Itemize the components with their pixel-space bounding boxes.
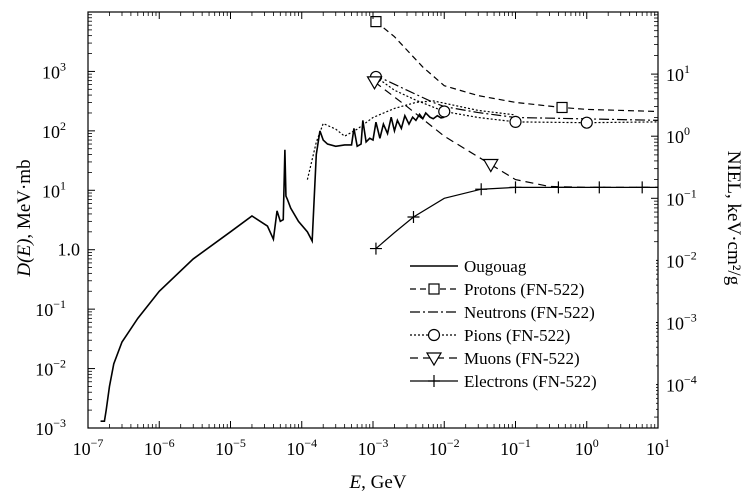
y-tick-label: 10−3 <box>35 416 66 439</box>
series-marker-5 <box>509 181 522 194</box>
legend-marker <box>427 328 441 342</box>
series-line-5 <box>375 186 658 250</box>
x-tick-label: 10−7 <box>73 436 104 459</box>
y-tick-label: 101 <box>42 178 66 201</box>
legend-label: Ougouag <box>464 257 527 276</box>
series-marker-3 <box>438 105 451 118</box>
series-marker-5 <box>475 183 488 196</box>
legend-label: Electrons (FN-522) <box>464 372 597 391</box>
x-tick-label: 10−3 <box>358 436 389 459</box>
y-tick-label: 10−1 <box>35 297 66 320</box>
legend-marker <box>428 283 440 295</box>
x-tick-label: 10−2 <box>429 436 460 459</box>
y2-tick-label: 10−2 <box>666 248 697 271</box>
y-axis-title: D(E), MeV·mb <box>14 159 35 277</box>
legend-marker <box>425 352 443 367</box>
series-line-1 <box>375 21 659 113</box>
x-axis-ticks: 10−7 10−6 10−5 10−4 10−3 10−2 10−1 100 101 <box>73 12 670 459</box>
y-tick-label: 103 <box>42 59 66 82</box>
series-line-0 <box>100 111 445 423</box>
y-axis-ticks: 10−3 10−2 10−1 1.0 101 102 103 <box>35 14 95 439</box>
series-line-2 <box>372 73 659 121</box>
legend: Ougouag Protons (FN-522) Neutrons (FN-522)… <box>404 252 656 412</box>
x-tick-label: 10−4 <box>286 436 317 459</box>
series-marker-5 <box>636 181 649 194</box>
y-tick-label: 102 <box>42 119 66 142</box>
x-tick-label: 10−6 <box>144 436 175 459</box>
series-marker-1 <box>556 101 568 114</box>
legend-label: Protons (FN-522) <box>464 280 584 299</box>
series-marker-5 <box>552 181 565 194</box>
series-line-6 <box>306 100 516 180</box>
series-marker-4 <box>482 158 499 173</box>
series-marker-5 <box>593 181 606 194</box>
legend-background <box>404 252 656 412</box>
y2-tick-label: 10−1 <box>666 186 697 209</box>
series-line-3 <box>375 76 659 124</box>
series-marker-4 <box>366 76 383 91</box>
series-marker-5 <box>407 210 420 223</box>
series-line-4 <box>374 81 658 188</box>
y2-axis-ticks: 10−4 10−3 10−2 10−1 100 101 <box>651 14 697 429</box>
y2-tick-label: 10−3 <box>666 310 697 333</box>
legend-marker <box>428 375 440 387</box>
legend-label: Neutrons (FN-522) <box>464 303 595 322</box>
series-marker-3 <box>580 116 593 129</box>
x-tick-label: 101 <box>646 436 670 459</box>
series-marker-1 <box>370 16 382 28</box>
y2-tick-label: 100 <box>666 124 690 147</box>
x-axis-title: E, GeV <box>349 472 407 493</box>
series-markers <box>366 16 649 255</box>
y-tick-label: 10−2 <box>35 357 66 380</box>
y-tick-label: 1.0 <box>58 240 81 260</box>
series-lines <box>100 21 659 423</box>
x-tick-label: 10−1 <box>500 436 531 459</box>
legend-label: Pions (FN-522) <box>464 326 570 345</box>
x-tick-label: 100 <box>575 436 599 459</box>
y2-tick-label: 10−4 <box>666 373 697 396</box>
series-marker-5 <box>369 242 382 255</box>
series-marker-3 <box>509 115 522 128</box>
x-tick-label: 10−5 <box>215 436 246 459</box>
legend-label: Muons (FN-522) <box>464 349 580 368</box>
y2-axis-title: NIEL, keV·cm²/g <box>723 151 744 286</box>
y2-tick-label: 101 <box>666 62 690 85</box>
